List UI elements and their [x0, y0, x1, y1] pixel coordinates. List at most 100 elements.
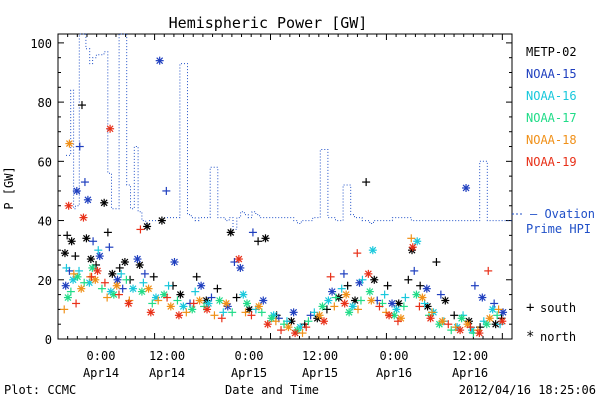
- x-tick-date-label: Apr15: [231, 366, 267, 380]
- legend-entry: METP-02: [526, 45, 577, 59]
- x-axis: 0:00Apr1412:00Apr140:00Apr1512:00Apr150:…: [58, 34, 512, 380]
- data-point: [158, 217, 166, 225]
- ovation-series: [66, 34, 512, 229]
- data-point: [156, 57, 164, 65]
- data-point: [327, 273, 335, 281]
- data-point: [341, 299, 349, 307]
- data-point: [362, 178, 370, 186]
- x-tick-time-label: 0:00: [87, 349, 116, 363]
- data-point: [249, 228, 257, 236]
- data-point: [228, 308, 236, 316]
- data-point: [125, 299, 133, 307]
- data-point: [342, 291, 350, 299]
- data-point: [141, 270, 149, 278]
- y-tick-label: 80: [38, 96, 52, 110]
- data-point: [284, 323, 292, 331]
- data-point: [475, 329, 483, 337]
- data-point: [456, 326, 464, 334]
- chart-title: Hemispheric Power [GW]: [169, 14, 368, 32]
- hemispheric-power-chart: Hemispheric Power [GW] 020406080100 0:00…: [0, 0, 600, 400]
- marker-legend-label: south: [540, 301, 576, 315]
- legend-entry: NOAA-19: [526, 155, 577, 169]
- data-point: [290, 308, 298, 316]
- x-tick-date-label: Apr16: [452, 366, 488, 380]
- data-point: [61, 249, 69, 257]
- data-point: [193, 273, 201, 281]
- data-point: [167, 302, 175, 310]
- data-point: [60, 305, 68, 313]
- x-tick-date-label: Apr15: [302, 366, 338, 380]
- marker-legend: + south* north: [526, 300, 576, 345]
- ovation-line: [66, 34, 512, 229]
- y-axis: 020406080100: [30, 37, 512, 347]
- data-point: [364, 270, 372, 278]
- x-tick-time-label: 12:00: [452, 349, 488, 363]
- data-point: [239, 291, 247, 299]
- data-point: [235, 255, 243, 263]
- data-point: [129, 285, 137, 293]
- data-point: [65, 140, 73, 148]
- data-point: [222, 299, 230, 307]
- data-point: [71, 252, 79, 260]
- data-point: [100, 199, 108, 207]
- data-point: [478, 294, 486, 302]
- data-point: [385, 311, 393, 319]
- data-point: [462, 184, 470, 192]
- x-tick-time-label: 12:00: [149, 349, 185, 363]
- data-point: [65, 202, 73, 210]
- data-point: [175, 311, 183, 319]
- data-point: [218, 314, 226, 322]
- data-point: [81, 178, 89, 186]
- data-point: [94, 267, 102, 275]
- data-point: [262, 234, 270, 242]
- data-point: [384, 282, 392, 290]
- legend-entry: NOAA-18: [526, 133, 577, 147]
- data-point: [340, 270, 348, 278]
- legend-entry: NOAA-16: [526, 89, 577, 103]
- data-point: [291, 329, 299, 337]
- plot-timestamp: 2012/04/16 18:25:06: [459, 383, 596, 397]
- data-point: [369, 246, 377, 254]
- x-tick-date-label: Apr14: [83, 366, 119, 380]
- y-tick-label: 0: [45, 333, 52, 347]
- data-point: [105, 243, 113, 251]
- data-point: [121, 258, 129, 266]
- data-point: [84, 196, 92, 204]
- data-point: [210, 311, 218, 319]
- data-point: [76, 143, 84, 151]
- y-tick-label: 100: [30, 37, 52, 51]
- legend-entry: NOAA-15: [526, 67, 577, 81]
- data-point: [381, 291, 389, 299]
- data-point: [450, 311, 458, 319]
- data-point: [255, 302, 263, 310]
- data-point: [243, 299, 251, 307]
- data-point: [418, 294, 426, 302]
- data-point: [404, 276, 412, 284]
- y-axis-label: P [GW]: [2, 166, 16, 209]
- data-point: [73, 187, 81, 195]
- data-point: [79, 214, 87, 222]
- data-point: [490, 299, 498, 307]
- data-point: [147, 308, 155, 316]
- data-point: [96, 252, 104, 260]
- data-point: [104, 228, 112, 236]
- data-point: [122, 276, 130, 284]
- data-point: [170, 258, 178, 266]
- ovation-legend-line1: — Ovation: [530, 207, 595, 221]
- data-point: [484, 267, 492, 275]
- data-point: [87, 255, 95, 263]
- data-point: [106, 125, 114, 133]
- data-point: [458, 314, 466, 322]
- ovation-legend-line2: Prime HPI: [526, 222, 591, 236]
- data-point: [191, 288, 199, 296]
- data-point: [441, 297, 449, 305]
- data-point: [150, 273, 158, 281]
- data-point: [145, 285, 153, 293]
- data-point: [318, 302, 326, 310]
- plot-frame: [58, 34, 512, 339]
- legend: METP-02 NOAA-15 NOAA-16 NOAA-17 NOAA-18 NOAA-…: [526, 45, 577, 169]
- data-point: [353, 249, 361, 257]
- data-point: [370, 276, 378, 284]
- x-tick-time-label: 0:00: [235, 349, 264, 363]
- data-point: [498, 317, 506, 325]
